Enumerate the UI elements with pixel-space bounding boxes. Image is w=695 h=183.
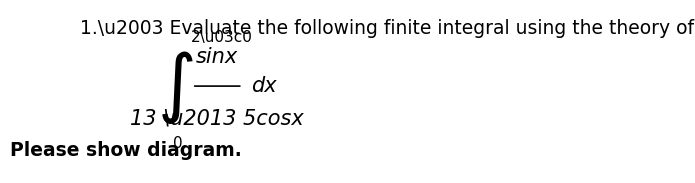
Text: $\int$: $\int$	[157, 49, 194, 126]
Text: 2\u03c0: 2\u03c0	[190, 30, 252, 45]
Text: sinx: sinx	[195, 47, 238, 67]
Text: 13 \u2013 5cosx: 13 \u2013 5cosx	[130, 109, 304, 128]
Text: 1.\u2003 Evaluate the following finite integral using the theory of residues: 1.\u2003 Evaluate the following finite i…	[80, 19, 695, 38]
Text: 0: 0	[173, 136, 183, 151]
Text: dx: dx	[252, 76, 277, 96]
Text: Please show diagram.: Please show diagram.	[10, 141, 242, 160]
